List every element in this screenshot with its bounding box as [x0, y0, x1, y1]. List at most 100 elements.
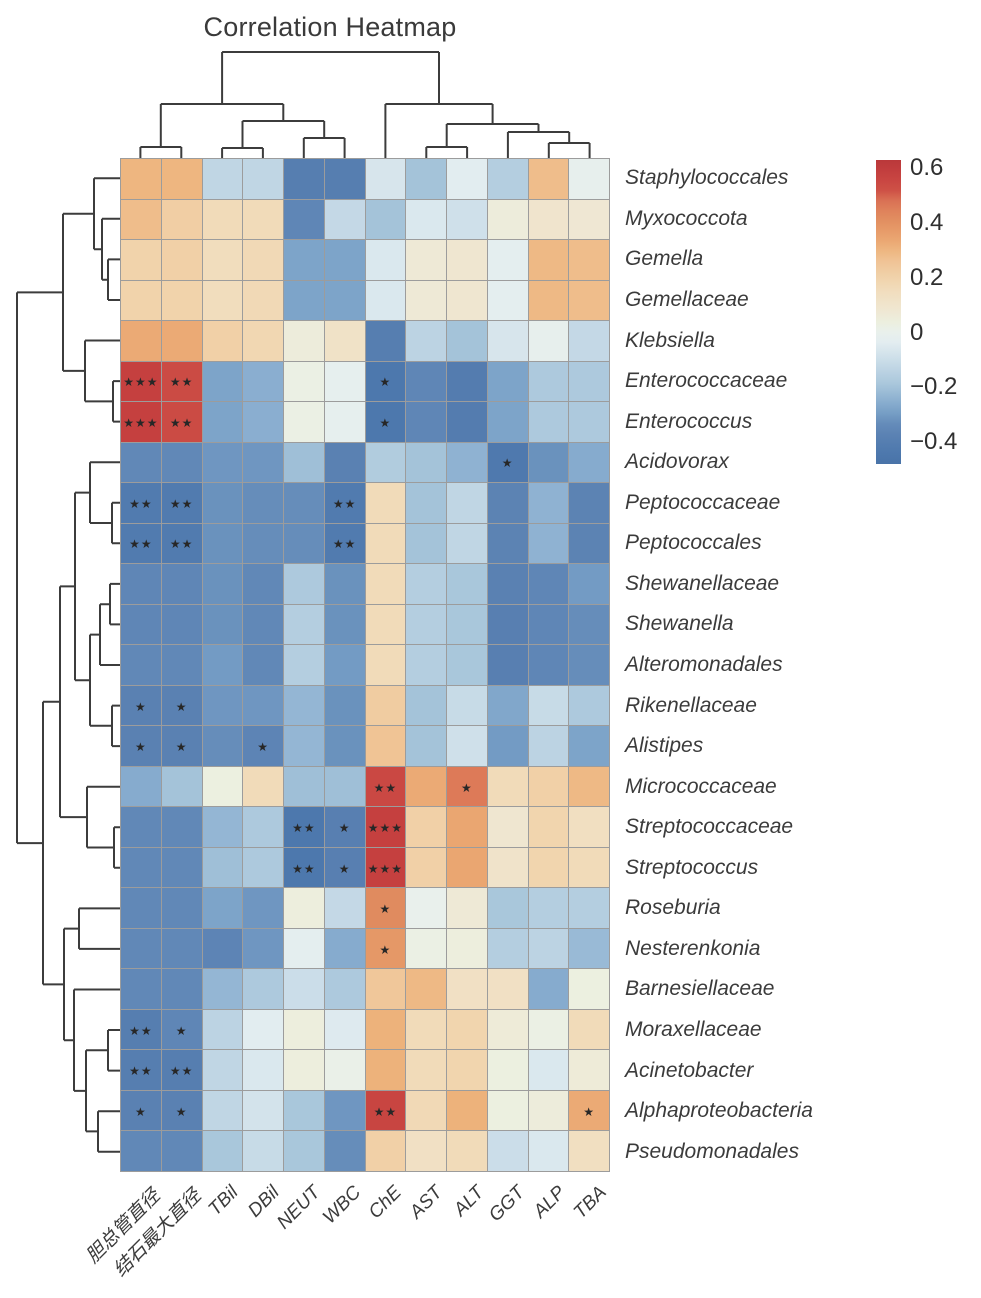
significance-stars: ★★ [332, 496, 357, 511]
heatmap-cell [406, 645, 446, 685]
heatmap-cell [365, 685, 406, 726]
column-dendrogram [139, 51, 591, 158]
heatmap-cell [447, 240, 487, 280]
heatmap-cell [202, 1009, 243, 1050]
heatmap-cell [202, 645, 243, 685]
heatmap-cell [243, 1009, 283, 1050]
heatmap-cell [487, 321, 528, 361]
heatmap-cell [569, 321, 609, 361]
heatmap-cell: ★★ [161, 1050, 202, 1090]
row-label: Acinetobacter [625, 1058, 754, 1082]
heatmap-cell [569, 726, 609, 766]
heatmap-cell [406, 402, 446, 442]
heatmap-cell [284, 928, 324, 969]
heatmap-cell [487, 240, 528, 280]
heatmap-cell: ★★ [161, 402, 202, 442]
heatmap-cell [528, 807, 569, 847]
heatmap-cell [406, 483, 446, 523]
heatmap-cell [528, 969, 569, 1009]
heatmap-cell [243, 280, 283, 321]
row-label: Streptococcaceae [625, 815, 794, 839]
heatmap-cell [528, 199, 569, 240]
heatmap-cell [447, 1090, 487, 1131]
heatmap-cell [569, 564, 609, 604]
heatmap-cell [365, 1131, 406, 1171]
heatmap-cell [202, 199, 243, 240]
column-label: ChE [365, 1182, 407, 1223]
heatmap-cell [202, 240, 243, 280]
heatmap-cell [324, 240, 365, 280]
row-label: Moraxellaceae [625, 1018, 762, 1042]
heatmap-cell [365, 280, 406, 321]
heatmap-cell [161, 280, 202, 321]
column-label: TBA [569, 1182, 611, 1223]
heatmap-cell [406, 726, 446, 766]
heatmap-cell [243, 442, 283, 483]
significance-stars: ★★ [169, 375, 194, 390]
heatmap-cell [569, 645, 609, 685]
heatmap-cell [487, 361, 528, 402]
heatmap-cell [406, 159, 446, 199]
heatmap-cell [243, 645, 283, 685]
row-dendrogram [16, 177, 120, 1153]
row-label: Alteromonadales [625, 652, 783, 676]
significance-stars: ★★★ [367, 861, 404, 876]
heatmap-cell [528, 402, 569, 442]
heatmap-cell [202, 726, 243, 766]
heatmap-cell [284, 280, 324, 321]
heatmap-cell [121, 240, 161, 280]
heatmap-cell [528, 888, 569, 928]
heatmap-cell [487, 1009, 528, 1050]
heatmap-cell: ★ [161, 726, 202, 766]
heatmap-cell: ★ [121, 685, 161, 726]
colorbar-tick-label: 0 [910, 318, 924, 346]
heatmap-cell [487, 928, 528, 969]
heatmap-cell [202, 685, 243, 726]
heatmap-cell: ★★ [324, 523, 365, 564]
heatmap-cell [406, 604, 446, 645]
heatmap-cell [243, 199, 283, 240]
heatmap-cell: ★★ [324, 483, 365, 523]
heatmap-cell: ★ [365, 402, 406, 442]
heatmap-cell [528, 523, 569, 564]
heatmap-cell [161, 1131, 202, 1171]
significance-stars: ★ [175, 1104, 188, 1119]
heatmap-cell: ★★★ [365, 847, 406, 888]
heatmap-cell [202, 604, 243, 645]
heatmap-cell [365, 483, 406, 523]
significance-stars: ★★ [332, 537, 357, 552]
heatmap-cell [121, 807, 161, 847]
row-label: Enterococcus [625, 409, 753, 433]
heatmap-cell [569, 807, 609, 847]
heatmap-cell [161, 645, 202, 685]
heatmap-cell [121, 928, 161, 969]
heatmap-cell [284, 199, 324, 240]
row-label: Shewanellaceae [625, 571, 780, 595]
heatmap-cell [324, 1131, 365, 1171]
heatmap-grid: ★★★ ★★ ★ ★★★ ★★ ★ ★ ★★ ★★ ★★ ★★ ★★ ★★ ★ ★ ★ ★ ★ ★★ ★ ★★ ★ ★★★ ★… [120, 158, 610, 1172]
heatmap-cell [161, 604, 202, 645]
significance-stars: ★ [134, 699, 147, 714]
heatmap-cell [447, 685, 487, 726]
significance-stars: ★★ [169, 496, 194, 511]
colorbar-tick-label: 0.2 [910, 263, 944, 291]
heatmap-cell [569, 766, 609, 807]
column-label: TBil [204, 1182, 243, 1220]
heatmap-cell [528, 240, 569, 280]
heatmap-cell [406, 1090, 446, 1131]
significance-stars: ★ [175, 699, 188, 714]
heatmap-cell [324, 888, 365, 928]
heatmap-cell [243, 604, 283, 645]
heatmap-cell [243, 483, 283, 523]
significance-stars: ★★ [292, 861, 316, 876]
colorbar-tick-label: −0.2 [910, 373, 958, 401]
heatmap-cell [447, 280, 487, 321]
heatmap-cell [161, 888, 202, 928]
heatmap-cell [487, 807, 528, 847]
heatmap-cell [528, 685, 569, 726]
heatmap-cell [406, 280, 446, 321]
heatmap-cell [161, 807, 202, 847]
heatmap-cell [243, 928, 283, 969]
heatmap-cell [161, 240, 202, 280]
heatmap-cell [243, 523, 283, 564]
